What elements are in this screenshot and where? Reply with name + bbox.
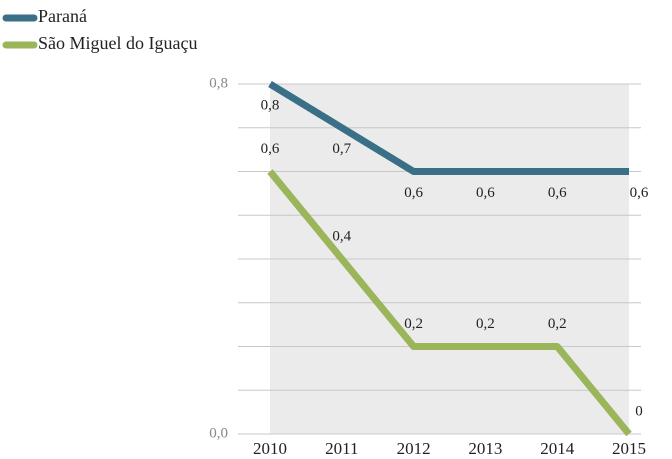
data-label: 0,4 xyxy=(332,228,351,244)
data-label: 0,6 xyxy=(261,141,280,157)
legend: Paraná São Miguel do Iguaçu xyxy=(2,6,197,53)
data-label: 0,2 xyxy=(548,316,567,332)
data-label: 0,6 xyxy=(476,185,495,201)
y-tick-label: 0,8 xyxy=(209,75,228,91)
data-label: 0,2 xyxy=(476,316,495,332)
x-tick-label: 2015 xyxy=(612,439,646,458)
x-tick-label: 2012 xyxy=(397,439,431,458)
series-line xyxy=(268,81,629,175)
x-tick-label: 2014 xyxy=(540,439,575,458)
data-label: 0,6 xyxy=(404,185,423,201)
legend-label: Paraná xyxy=(38,6,87,26)
data-label: 0,2 xyxy=(404,316,423,332)
series-line xyxy=(267,169,632,437)
data-label: 0,7 xyxy=(332,141,351,157)
x-tick-label: 2010 xyxy=(253,439,287,458)
data-label: 0,6 xyxy=(630,185,649,201)
data-label: 0,6 xyxy=(548,185,567,201)
x-tick-label: 2013 xyxy=(468,439,502,458)
legend-label: São Miguel do Iguaçu xyxy=(38,33,197,53)
y-tick-label: 0,0 xyxy=(209,425,228,441)
data-label: 0 xyxy=(635,403,643,419)
data-label: 0,8 xyxy=(261,97,280,113)
x-tick-label: 2011 xyxy=(325,439,358,458)
